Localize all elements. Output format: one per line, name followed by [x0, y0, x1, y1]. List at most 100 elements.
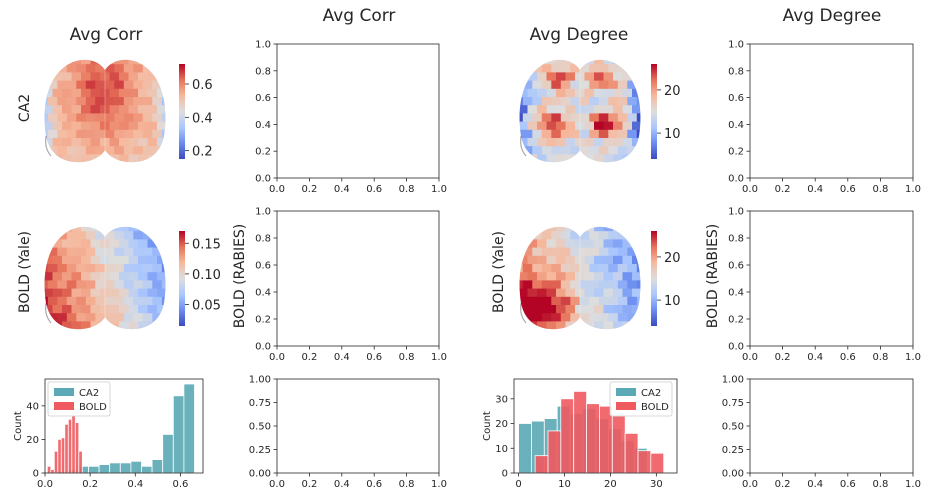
- brain-cell: [152, 313, 163, 322]
- brain-cell: [617, 113, 628, 123]
- y-tick-label: 0.4: [728, 120, 744, 131]
- hist-bar-bold: [637, 450, 652, 474]
- brain-cell: [71, 321, 82, 330]
- brain-cell: [123, 146, 134, 155]
- brain-cell: [584, 321, 595, 330]
- y-tick-label: 0.0: [728, 342, 744, 353]
- brain-cell: [57, 264, 68, 273]
- brain-cell: [85, 129, 96, 139]
- brain-cells: [44, 226, 166, 339]
- legend-swatch-bold: [616, 402, 636, 410]
- brain-cell: [519, 121, 529, 131]
- brain-cell: [104, 247, 115, 257]
- brain-cell: [575, 154, 586, 163]
- brain-cell: [104, 264, 115, 273]
- brain-cell: [76, 247, 87, 257]
- brain-cell: [152, 280, 163, 290]
- brain-cell: [603, 239, 614, 249]
- brain-cell: [57, 231, 68, 240]
- brain-cell: [71, 121, 82, 131]
- brain-cell: [522, 280, 533, 290]
- brain-cell: [551, 146, 562, 155]
- empty-axes-row1-col4: 0.0 0.2 0.4 0.6 0.8 1.0 0.0 0.2 0.4 0.6 0.8 1.0: [728, 40, 921, 196]
- brain-cell: [104, 129, 115, 139]
- brain-cell: [584, 138, 595, 147]
- brain-cell: [589, 330, 599, 339]
- y-tick-label: 0.50: [722, 422, 744, 433]
- brain-cell: [152, 264, 163, 273]
- brain-cell: [114, 113, 125, 123]
- brain-cell: [47, 264, 58, 273]
- brain-cell: [47, 64, 58, 73]
- x-tick-label: 0.4: [807, 352, 823, 363]
- brain-cell: [519, 88, 529, 98]
- brain-cell: [584, 288, 595, 298]
- brain-cell: [527, 121, 538, 131]
- brain-cell: [551, 163, 561, 172]
- brain-cell: [560, 80, 571, 90]
- brain-cell: [527, 154, 538, 163]
- brain-cell: [119, 321, 130, 330]
- brain-cell: [570, 64, 581, 73]
- brain-cell: [157, 154, 166, 163]
- brain-cell: [62, 305, 73, 314]
- x-tick-label: 0.4: [807, 184, 823, 195]
- axes-frame: [276, 210, 440, 347]
- brain-cell: [632, 239, 641, 249]
- hist-bar-ca2: [183, 383, 195, 474]
- brain-cell: [565, 321, 576, 330]
- brain-cell: [95, 129, 106, 139]
- brain-cell: [67, 163, 77, 172]
- brain-cell: [622, 288, 633, 298]
- brain-cell: [603, 154, 614, 163]
- empty-axes-row1-col2: 0.0 0.2 0.4 0.6 0.8 1.0 0.0 0.2 0.4 0.6 0.8 1.0: [255, 40, 447, 196]
- brain-cell: [546, 255, 557, 265]
- brain-cell: [546, 288, 557, 298]
- brain-cell: [152, 330, 162, 339]
- brain-cell: [579, 231, 590, 240]
- brain-cell: [123, 264, 134, 273]
- brain-cell: [556, 72, 567, 82]
- brain-cell: [537, 272, 548, 281]
- brain-cell: [551, 296, 562, 306]
- brain-cell: [598, 80, 609, 90]
- brain-cell: [62, 255, 73, 265]
- colorbar-tick-label: 20: [664, 84, 681, 99]
- brain-cell: [565, 239, 576, 249]
- brain-cell: [157, 138, 166, 147]
- brain-cell: [627, 64, 638, 73]
- col1-title: Avg Corr: [70, 25, 143, 45]
- hist-bar-ca2: [162, 433, 174, 474]
- brain-cells: [44, 56, 177, 172]
- brain-cell: [570, 280, 581, 290]
- brain-cell: [622, 88, 633, 98]
- brain-cell: [603, 72, 614, 82]
- brain-cell: [167, 56, 177, 65]
- brain-cell: [527, 226, 538, 232]
- brain-cell: [152, 146, 163, 155]
- brain-cell: [613, 121, 624, 131]
- brain-cell: [44, 247, 49, 257]
- brain-cell: [565, 154, 576, 163]
- brain-cell: [546, 321, 557, 330]
- brain-cell: [100, 321, 111, 330]
- brain-cell: [57, 313, 68, 322]
- brain-cell: [62, 239, 73, 249]
- brain-cell: [584, 305, 595, 314]
- axes-frame: [44, 378, 204, 474]
- brain-cell: [594, 255, 605, 265]
- brain-cell: [608, 330, 618, 339]
- brain-cell: [52, 72, 63, 82]
- brain-cell: [157, 105, 166, 114]
- brain-cell: [561, 330, 571, 339]
- brain-map-bold-corr: [44, 226, 166, 339]
- brain-cell: [167, 122, 177, 131]
- brain-cell: [105, 330, 115, 339]
- brain-cell: [537, 321, 548, 330]
- brain-cell: [119, 59, 130, 65]
- brain-cell: [52, 88, 63, 98]
- brain-cell: [167, 72, 177, 81]
- brain-cell: [138, 154, 149, 163]
- brain-cell: [44, 105, 54, 114]
